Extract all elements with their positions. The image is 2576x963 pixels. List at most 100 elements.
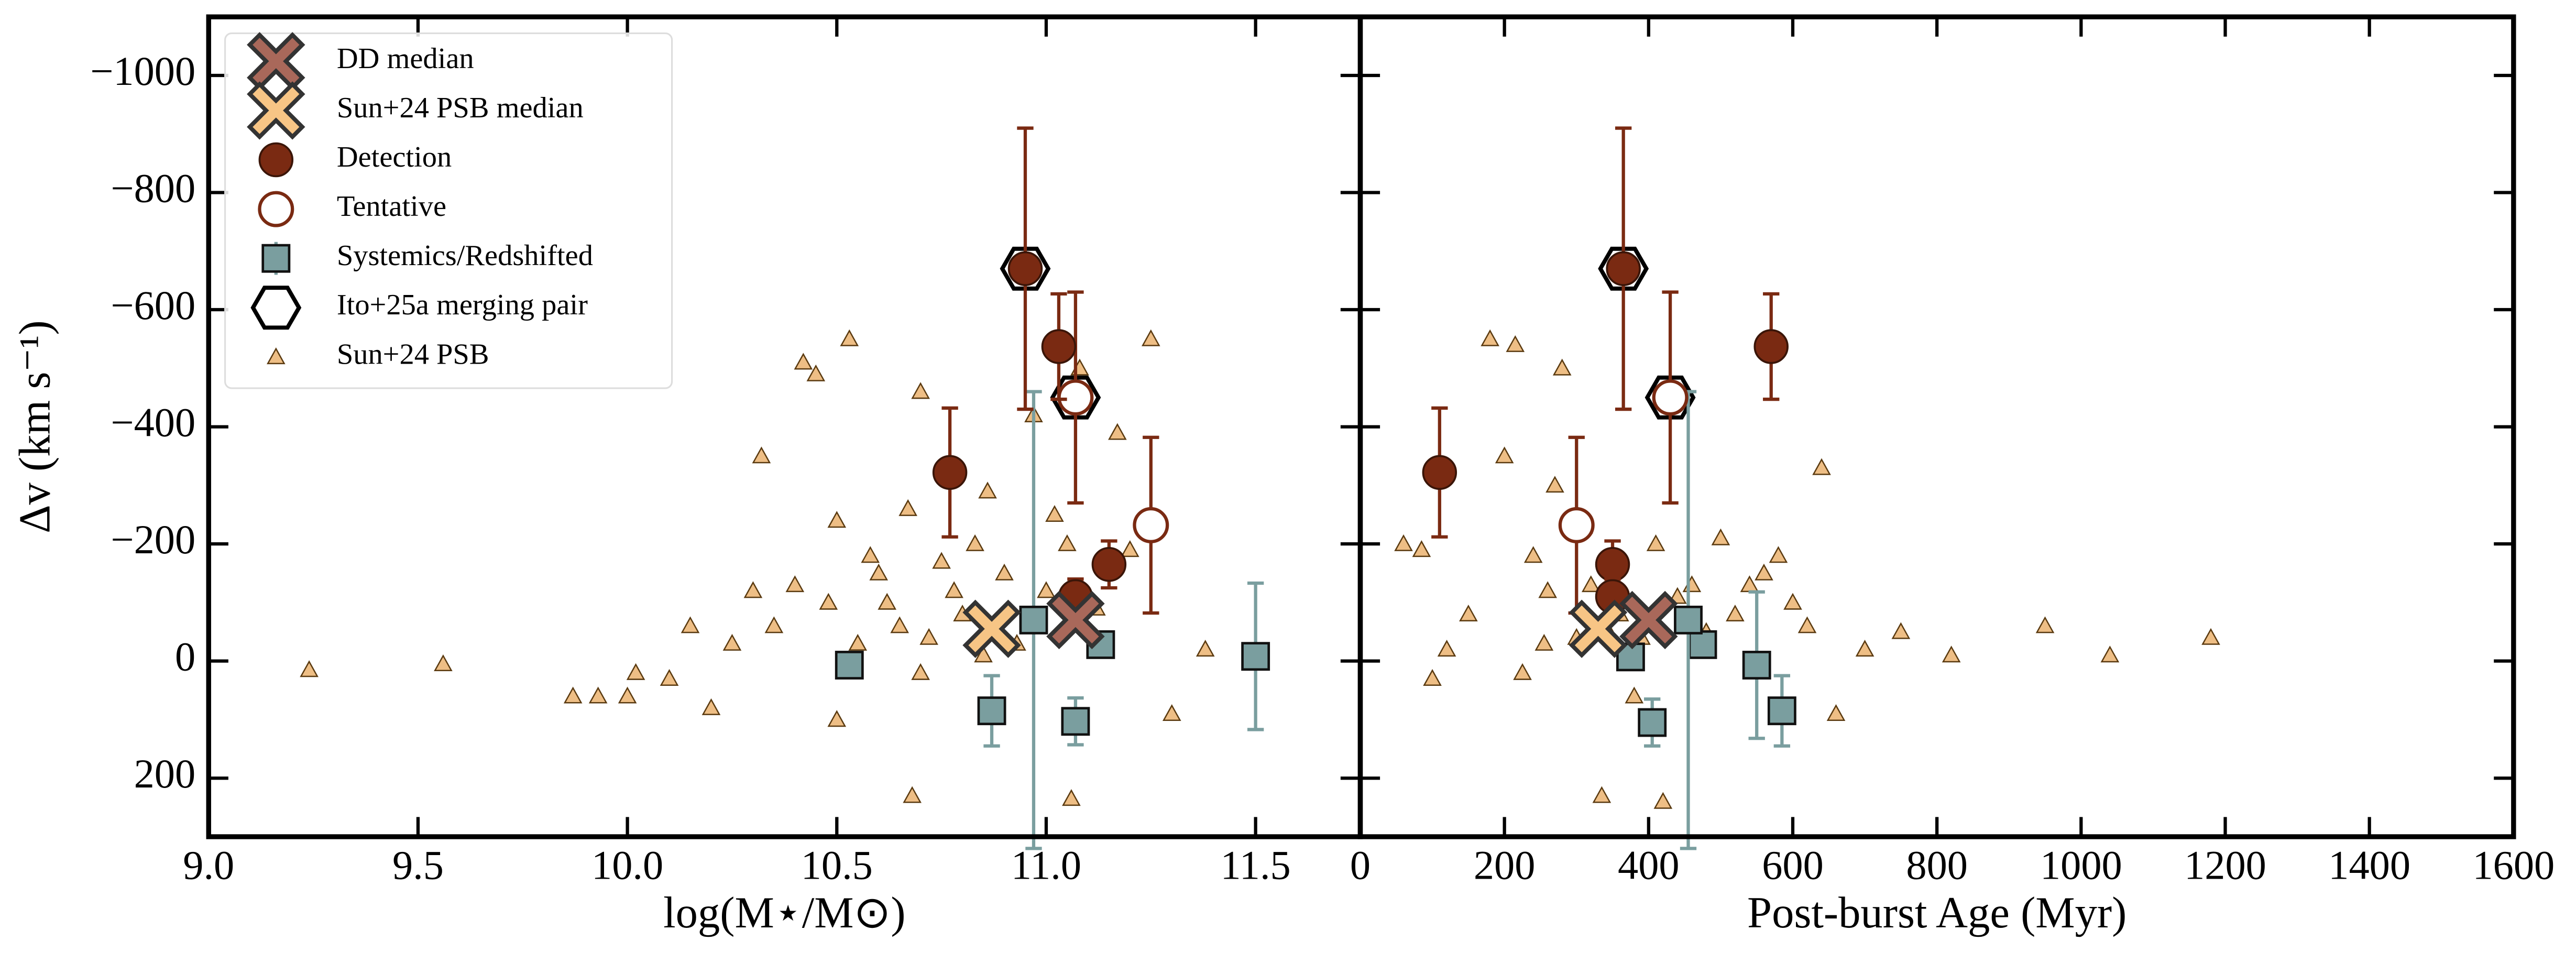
plot-frame — [1357, 14, 2516, 839]
psb-marker — [1162, 704, 1181, 721]
y-tick-label: −200 — [111, 517, 195, 562]
x-tick-label: 1200 — [2184, 842, 2266, 888]
psb-marker — [840, 329, 859, 346]
detection-marker — [1595, 547, 1630, 582]
psb-marker — [848, 633, 868, 651]
detection-marker — [1753, 329, 1789, 364]
psb-marker — [563, 686, 583, 704]
psb-marker — [2035, 616, 2055, 633]
psb-marker — [1523, 546, 1543, 563]
x-tick-label: 1000 — [2040, 842, 2122, 888]
psb-marker — [785, 575, 805, 593]
legend-marker — [247, 81, 305, 140]
psb-marker — [1653, 792, 1673, 809]
x-tick-label: 11.5 — [1221, 842, 1291, 888]
x-tick-label: 11.0 — [1011, 842, 1081, 888]
y-tick-label: −600 — [111, 282, 195, 328]
legend-marker — [250, 286, 302, 330]
detection-marker — [1422, 455, 1457, 490]
psb-marker — [722, 633, 742, 651]
psb-marker — [903, 786, 922, 803]
tentative-marker — [1652, 379, 1689, 416]
legend-marker — [267, 347, 286, 365]
y-tick-label: −1000 — [90, 48, 195, 94]
legend-label: Sun+24 PSB — [337, 338, 489, 370]
median-marker — [1569, 599, 1628, 658]
psb-marker — [1855, 640, 1875, 657]
x-axis-label: Post-burst Age (Myr) — [1747, 889, 2126, 937]
psb-marker — [1108, 423, 1127, 440]
psb-marker — [1495, 446, 1514, 464]
psb-marker — [1592, 786, 1612, 803]
psb-marker — [1646, 534, 1665, 551]
psb-marker — [1891, 622, 1911, 639]
detection-marker — [932, 455, 968, 490]
x-tick-label: 0 — [1350, 842, 1371, 888]
psb-marker — [1625, 686, 1644, 704]
psb-marker — [1942, 645, 1961, 663]
psb-marker — [1740, 575, 1759, 593]
psb-marker — [1682, 575, 1702, 593]
y-tick-label: 200 — [134, 751, 196, 796]
psb-marker — [1812, 458, 1831, 475]
psb-marker — [1513, 663, 1532, 680]
psb-marker — [1394, 534, 1413, 551]
psb-marker — [819, 593, 838, 610]
psb-marker — [890, 616, 909, 633]
tentative-marker — [1558, 507, 1595, 543]
psb-marker — [1581, 575, 1601, 593]
psb-marker — [1481, 329, 1499, 346]
psb-marker — [1141, 329, 1160, 346]
psb-marker — [1062, 789, 1081, 806]
psb-marker — [911, 382, 930, 399]
systemic-marker — [1061, 707, 1090, 736]
psb-marker — [1755, 563, 1773, 581]
systemic-marker — [1767, 696, 1796, 726]
psb-marker — [1037, 581, 1056, 598]
tentative-marker — [1133, 507, 1169, 543]
legend-marker — [258, 142, 294, 178]
psb-marker — [1726, 604, 1745, 622]
psb-marker — [1058, 534, 1077, 551]
legend-marker — [258, 191, 294, 227]
psb-marker — [1826, 704, 1846, 721]
legend-label: Tentative — [337, 190, 446, 223]
psb-marker — [966, 534, 984, 551]
psb-marker — [300, 660, 319, 677]
psb-marker — [743, 581, 763, 598]
x-tick-label: 10.0 — [591, 842, 663, 888]
median-marker — [1046, 590, 1105, 650]
psb-marker — [827, 710, 847, 727]
psb-marker — [1121, 540, 1139, 557]
psb-marker — [701, 698, 721, 715]
legend-marker — [261, 244, 291, 273]
psb-marker — [1196, 640, 1215, 657]
psb-marker — [660, 669, 679, 686]
psb-marker — [2201, 628, 2220, 645]
x-tick-label: 200 — [1474, 842, 1536, 888]
psb-marker — [1423, 669, 1442, 686]
psb-marker — [1711, 528, 1730, 545]
psb-marker — [1769, 546, 1788, 563]
systemic-marker — [835, 651, 864, 680]
legend-label: Ito+25a merging pair — [337, 289, 588, 321]
psb-marker — [434, 654, 453, 672]
psb-marker — [764, 616, 784, 633]
psb-marker — [978, 482, 997, 499]
merging-pair-marker — [1598, 246, 1649, 291]
tentative-marker — [1057, 379, 1094, 416]
detection-marker — [1007, 251, 1043, 287]
x-tick-label: 600 — [1762, 842, 1824, 888]
psb-marker — [752, 446, 771, 464]
x-tick-label: 9.5 — [392, 842, 444, 888]
psb-marker — [919, 628, 938, 645]
systemic-marker — [1241, 642, 1270, 671]
x-tick-label: 1600 — [2472, 842, 2555, 888]
psb-marker — [794, 353, 813, 370]
median-marker — [962, 599, 1021, 658]
psb-marker — [1506, 335, 1525, 352]
systemic-marker — [977, 696, 1006, 726]
legend-label: Sun+24 PSB median — [337, 92, 584, 124]
legend-label: Detection — [337, 141, 452, 173]
psb-marker — [1534, 633, 1554, 651]
